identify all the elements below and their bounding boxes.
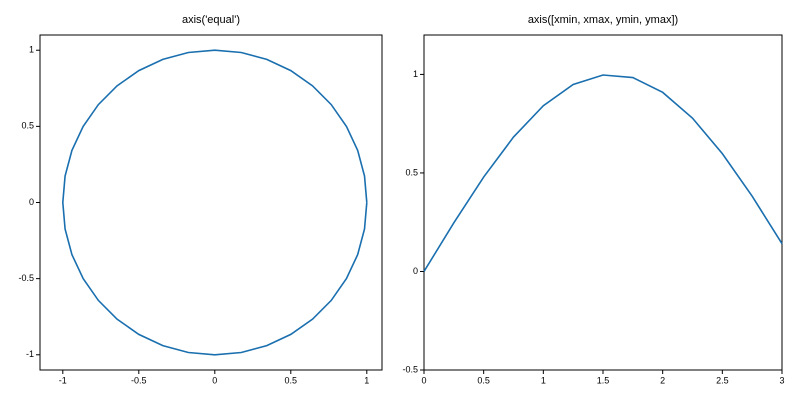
y-tick-label: 1: [29, 45, 34, 55]
x-tick-label: 0.5: [285, 375, 298, 385]
chart-title: axis([xmin, xmax, ymin, ymax]): [528, 14, 678, 26]
x-tick-label: 1.5: [597, 375, 610, 385]
y-tick-label: -1: [26, 349, 34, 359]
plot-frame: [39, 34, 383, 371]
y-tick-label: -0.5: [18, 273, 34, 283]
x-tick-label: 0.5: [477, 375, 490, 385]
y-tick-label: 0.5: [405, 167, 418, 177]
x-tick-label: 2.5: [716, 375, 729, 385]
y-tick-label: 1: [413, 69, 418, 79]
data-line: [423, 74, 783, 272]
x-tick-label: -1: [59, 375, 67, 385]
y-tick-label: 0: [29, 197, 34, 207]
x-tick-label: 1: [364, 375, 369, 385]
data-line: [61, 49, 368, 356]
x-tick-label: -0.5: [131, 375, 147, 385]
plot-frame: [423, 34, 783, 371]
y-tick-label: 0: [413, 266, 418, 276]
x-tick-label: 3: [779, 375, 784, 385]
chart-title: axis('equal'): [182, 14, 240, 26]
x-tick-label: 0: [212, 375, 217, 385]
y-tick-label: 0.5: [21, 121, 34, 131]
x-tick-label: 2: [660, 375, 665, 385]
y-tick-label: -0.5: [402, 364, 418, 374]
x-tick-label: 0: [421, 375, 426, 385]
x-tick-label: 1: [541, 375, 546, 385]
